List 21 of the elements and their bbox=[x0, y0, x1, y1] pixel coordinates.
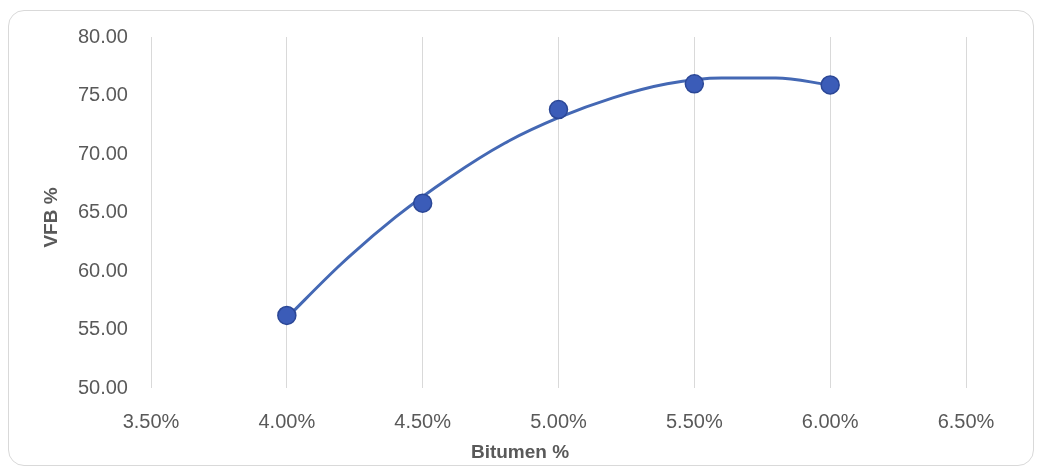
y-tick-label: 55.00 bbox=[77, 317, 128, 340]
y-tick-label: 70.00 bbox=[77, 141, 128, 164]
x-tick-label: 5.00% bbox=[530, 409, 588, 432]
y-tick-label: 65.00 bbox=[77, 200, 128, 223]
y-tick-label: 50.00 bbox=[77, 375, 128, 398]
point bbox=[684, 74, 705, 94]
y-tick-label: 80.00 bbox=[77, 24, 128, 47]
point bbox=[412, 193, 433, 213]
point bbox=[277, 305, 297, 326]
y-axis-title: VFB % bbox=[40, 187, 62, 248]
x-tick-label: 5.50% bbox=[665, 409, 723, 432]
x-tick-label: 4.00% bbox=[258, 409, 316, 432]
x-tick-label: 4.50% bbox=[394, 409, 452, 432]
x-axis-title: Bitumen % bbox=[470, 441, 570, 463]
x-tick-label: 6.50% bbox=[937, 409, 995, 432]
y-tick-label: 75.00 bbox=[77, 83, 128, 106]
point bbox=[548, 99, 569, 120]
point bbox=[820, 75, 840, 95]
y-tick-label: 60.00 bbox=[77, 258, 128, 281]
x-tick-label: 6.00% bbox=[801, 409, 859, 432]
x-tick-label: 3.50% bbox=[122, 409, 180, 432]
